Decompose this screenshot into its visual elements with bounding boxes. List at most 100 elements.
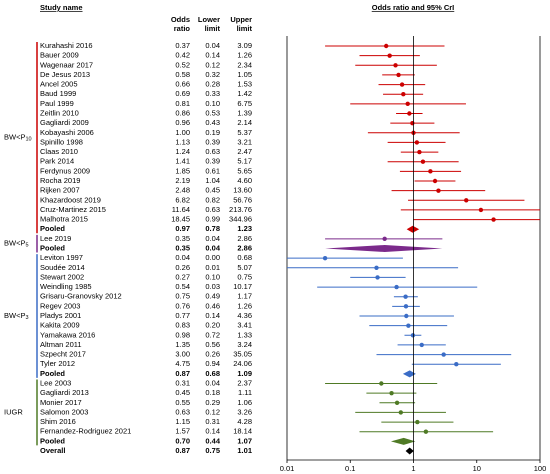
value-cell: 0.14 bbox=[205, 51, 220, 60]
value-cell: 0.83 bbox=[175, 321, 190, 330]
point-estimate bbox=[478, 207, 484, 213]
value-cell: 0.12 bbox=[205, 60, 220, 69]
value-cell: 4.60 bbox=[237, 176, 252, 185]
value-cell: 1.41 bbox=[175, 157, 190, 166]
value-cell: 0.31 bbox=[205, 417, 220, 426]
point-estimate bbox=[379, 381, 384, 386]
point-estimate bbox=[410, 333, 416, 338]
value-cell: 0.56 bbox=[205, 340, 220, 349]
point-estimate bbox=[394, 400, 400, 405]
study-name: Kurahashi 2016 bbox=[40, 41, 93, 50]
value-cell: 0.27 bbox=[175, 272, 190, 281]
point-estimate bbox=[432, 178, 438, 184]
point-estimate bbox=[396, 72, 401, 78]
point-estimate bbox=[394, 284, 399, 290]
x-tick-label: 0.01 bbox=[280, 464, 295, 473]
point-estimate bbox=[399, 82, 405, 87]
value-cell: 1.06 bbox=[237, 398, 252, 407]
value-cell: 0.10 bbox=[205, 272, 220, 281]
value-cell: 0.75 bbox=[237, 272, 252, 281]
value-cell: 0.86 bbox=[175, 108, 190, 117]
value-cell: 0.33 bbox=[205, 89, 220, 98]
value-cell: 3.41 bbox=[237, 321, 252, 330]
value-cell: 24.06 bbox=[233, 359, 252, 368]
study-name: Lee 2019 bbox=[40, 234, 71, 243]
study-name: Claas 2010 bbox=[40, 147, 78, 156]
study-name: Grisaru-Granovsky 2012 bbox=[40, 292, 122, 301]
column-header: limit bbox=[205, 24, 221, 33]
group-label-text: IUGR bbox=[4, 407, 23, 416]
study-name: Ancel 2005 bbox=[40, 80, 78, 89]
value-cell: 0.75 bbox=[205, 446, 220, 455]
group-label: IUGR bbox=[4, 407, 23, 416]
value-cell: 6.82 bbox=[175, 195, 190, 204]
study-name: Stewart 2002 bbox=[40, 272, 84, 281]
value-cell: 4.75 bbox=[175, 359, 190, 368]
study-name: Fernandez-Rodriguez 2021 bbox=[40, 427, 131, 436]
study-name: Salomon 2003 bbox=[40, 407, 88, 416]
value-cell: 344.96 bbox=[229, 215, 252, 224]
plot-title: Odds ratio and 95% CrI bbox=[372, 3, 455, 12]
study-name: Wagenaar 2017 bbox=[40, 60, 93, 69]
value-cell: 0.87 bbox=[175, 369, 190, 378]
value-cell: 0.39 bbox=[205, 137, 220, 146]
value-cell: 1.33 bbox=[237, 330, 252, 339]
value-cell: 213.76 bbox=[229, 205, 252, 214]
value-cell: 0.26 bbox=[205, 350, 220, 359]
point-estimate bbox=[403, 294, 408, 299]
study-name: De Jesus 2013 bbox=[40, 70, 90, 79]
value-cell: 0.26 bbox=[175, 263, 190, 272]
value-cell: 0.54 bbox=[175, 282, 190, 291]
value-cell: 1.00 bbox=[175, 128, 190, 137]
value-cell: 3.26 bbox=[237, 407, 252, 416]
point-estimate bbox=[374, 265, 379, 270]
column-header: Lower bbox=[198, 15, 220, 24]
value-cell: 0.68 bbox=[237, 253, 252, 262]
value-cell: 1.26 bbox=[237, 51, 252, 60]
study-name: Yamakawa 2016 bbox=[40, 330, 95, 339]
study-name: Baud 1999 bbox=[40, 89, 76, 98]
value-cell: 0.81 bbox=[175, 99, 190, 108]
point-estimate bbox=[464, 198, 469, 203]
pooled-diamond bbox=[402, 370, 416, 378]
value-cell: 18.14 bbox=[233, 427, 252, 436]
value-cell: 2.14 bbox=[237, 118, 252, 127]
point-estimate bbox=[401, 92, 406, 97]
value-cell: 11.64 bbox=[172, 205, 190, 214]
value-cell: 0.46 bbox=[205, 301, 220, 310]
study-name: Pooled bbox=[40, 224, 65, 233]
pooled-diamond bbox=[405, 447, 414, 455]
value-cell: 0.77 bbox=[175, 311, 190, 320]
value-cell: 0.00 bbox=[205, 253, 220, 262]
value-cell: 0.43 bbox=[205, 118, 220, 127]
study-name: Malhotra 2015 bbox=[40, 215, 88, 224]
group-label: BW<P5 bbox=[4, 239, 29, 249]
column-header: limit bbox=[237, 24, 253, 33]
value-cell: 0.63 bbox=[175, 407, 190, 416]
value-cell: 0.94 bbox=[205, 359, 220, 368]
value-cell: 1.39 bbox=[237, 108, 252, 117]
value-cell: 2.48 bbox=[175, 186, 190, 195]
point-estimate bbox=[415, 419, 420, 425]
value-cell: 0.28 bbox=[205, 80, 220, 89]
point-estimate bbox=[322, 255, 328, 261]
point-estimate bbox=[436, 188, 441, 193]
value-cell: 0.35 bbox=[175, 243, 190, 252]
study-name: Altman 2011 bbox=[40, 340, 82, 349]
study-name: Leviton 1997 bbox=[40, 253, 83, 262]
study-name: Gagliardi 2013 bbox=[40, 388, 89, 397]
value-cell: 0.19 bbox=[205, 128, 220, 137]
pooled-diamond bbox=[325, 245, 443, 252]
value-cell: 0.14 bbox=[205, 427, 220, 436]
value-cell: 1.13 bbox=[175, 137, 190, 146]
study-name: Park 2014 bbox=[40, 157, 74, 166]
point-estimate bbox=[441, 352, 446, 357]
study-name: Rijken 2007 bbox=[40, 186, 80, 195]
value-cell: 0.66 bbox=[175, 80, 190, 89]
value-cell: 0.35 bbox=[175, 234, 190, 243]
point-estimate bbox=[393, 63, 398, 68]
study-name: Szpecht 2017 bbox=[40, 350, 86, 359]
value-cell: 1.23 bbox=[237, 224, 252, 233]
point-estimate bbox=[417, 149, 422, 155]
value-cell: 1.35 bbox=[175, 340, 190, 349]
